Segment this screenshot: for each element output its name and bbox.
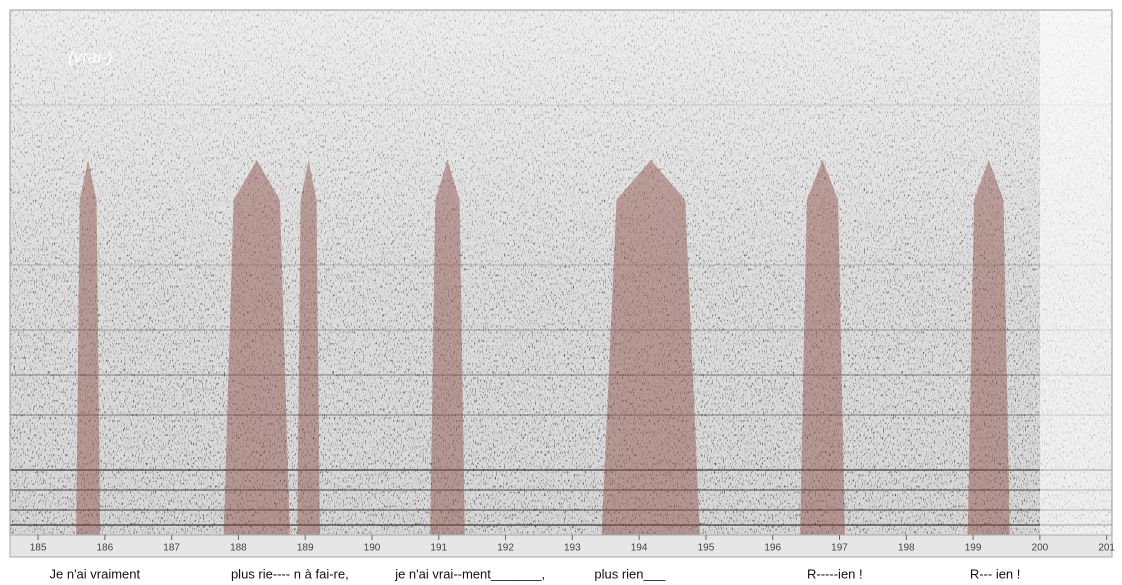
- x-tick-label: 198: [898, 543, 915, 554]
- x-tick-label: 199: [965, 543, 982, 554]
- vocal-region: [967, 160, 1010, 535]
- vocal-region: [76, 160, 101, 535]
- vocal-region: [601, 160, 700, 535]
- lyric: Je n'ai vraiment: [50, 566, 141, 581]
- x-tick-label: 188: [230, 543, 247, 554]
- annotation: (vrai-): [68, 47, 112, 66]
- lyric: R-----ien !: [807, 566, 863, 581]
- time-axis: [9, 534, 1113, 558]
- lyric: plus rie---- n à fai-re,: [231, 566, 349, 581]
- x-tick-label: 193: [564, 543, 581, 554]
- vocal-region: [800, 160, 845, 535]
- x-tick-label: 189: [297, 543, 314, 554]
- x-tick-label: 186: [96, 543, 113, 554]
- x-tick-label: 200: [1032, 543, 1049, 554]
- vocal-region: [223, 160, 290, 535]
- x-tick-label: 190: [364, 543, 381, 554]
- x-tick-label: 196: [764, 543, 781, 554]
- x-tick-label: 197: [831, 543, 848, 554]
- x-tick-label: 191: [430, 543, 447, 554]
- top-fade: [10, 10, 1112, 535]
- vocal-region: [430, 160, 465, 535]
- x-tick-label: 192: [497, 543, 514, 554]
- x-tick-label: 201: [1098, 543, 1115, 554]
- lyric: je n'ai vrai--ment_______,: [394, 566, 545, 581]
- x-tick-label: 185: [30, 543, 47, 554]
- x-tick-label: 187: [163, 543, 180, 554]
- lyric: R--- ien !: [970, 566, 1021, 581]
- x-tick-label: 194: [631, 543, 648, 554]
- x-tick-label: 195: [698, 543, 715, 554]
- lyric: plus rien___: [594, 566, 666, 581]
- vocal-region: [297, 160, 320, 535]
